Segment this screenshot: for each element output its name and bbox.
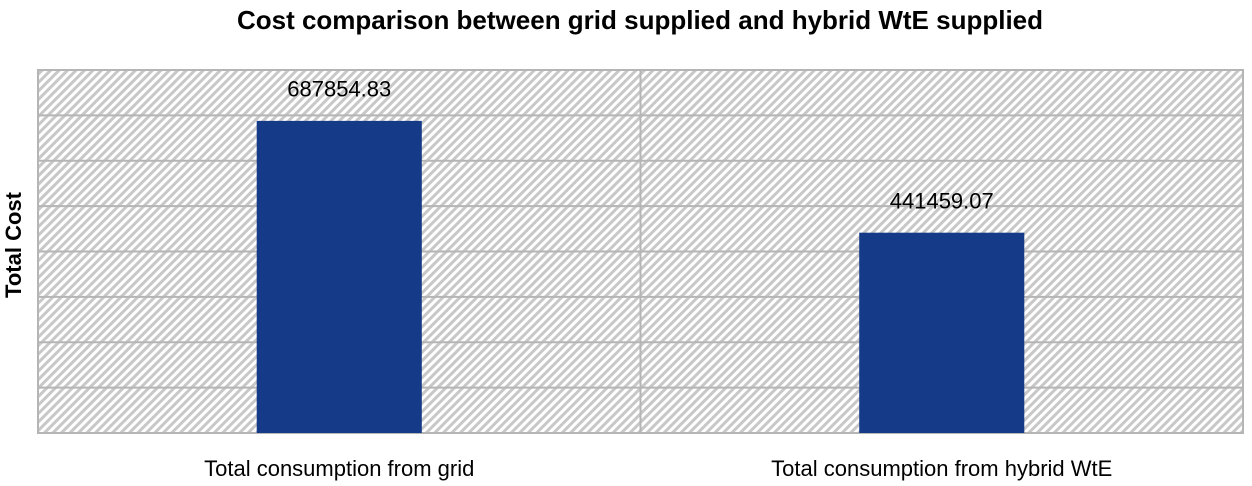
y-axis-label: Total Cost xyxy=(1,191,26,298)
x-tick-label: Total consumption from hybrid WtE xyxy=(771,456,1112,481)
chart-title: Cost comparison between grid supplied an… xyxy=(237,5,1043,35)
bar xyxy=(859,232,1025,433)
value-label: 441459.07 xyxy=(890,189,994,214)
bar xyxy=(256,120,422,434)
x-tick-label: Total consumption from grid xyxy=(204,456,474,481)
value-label: 687854.83 xyxy=(287,77,391,102)
